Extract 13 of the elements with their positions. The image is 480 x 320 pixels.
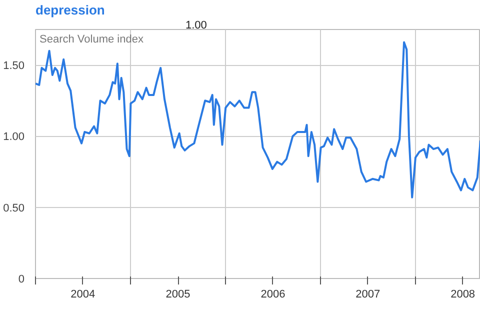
x-tick-label: 2008 bbox=[450, 288, 476, 300]
text: depression bbox=[36, 2, 105, 18]
x-tick-label: 2006 bbox=[260, 288, 286, 300]
y-tick-label: 1.00 bbox=[3, 131, 25, 144]
x-tick-label: 2007 bbox=[356, 288, 380, 300]
line-series bbox=[36, 41, 480, 198]
x-tick-label: 2004 bbox=[70, 288, 96, 300]
y-tick-label: 1.50 bbox=[3, 60, 25, 72]
x-tick-label: 2005 bbox=[166, 288, 190, 300]
y-tick-label: 0 bbox=[18, 274, 25, 286]
annotation: 1.00 bbox=[186, 20, 207, 32]
y-axis-title: Search Volume index bbox=[40, 34, 144, 46]
y-tick-label: 0.50 bbox=[3, 202, 25, 214]
